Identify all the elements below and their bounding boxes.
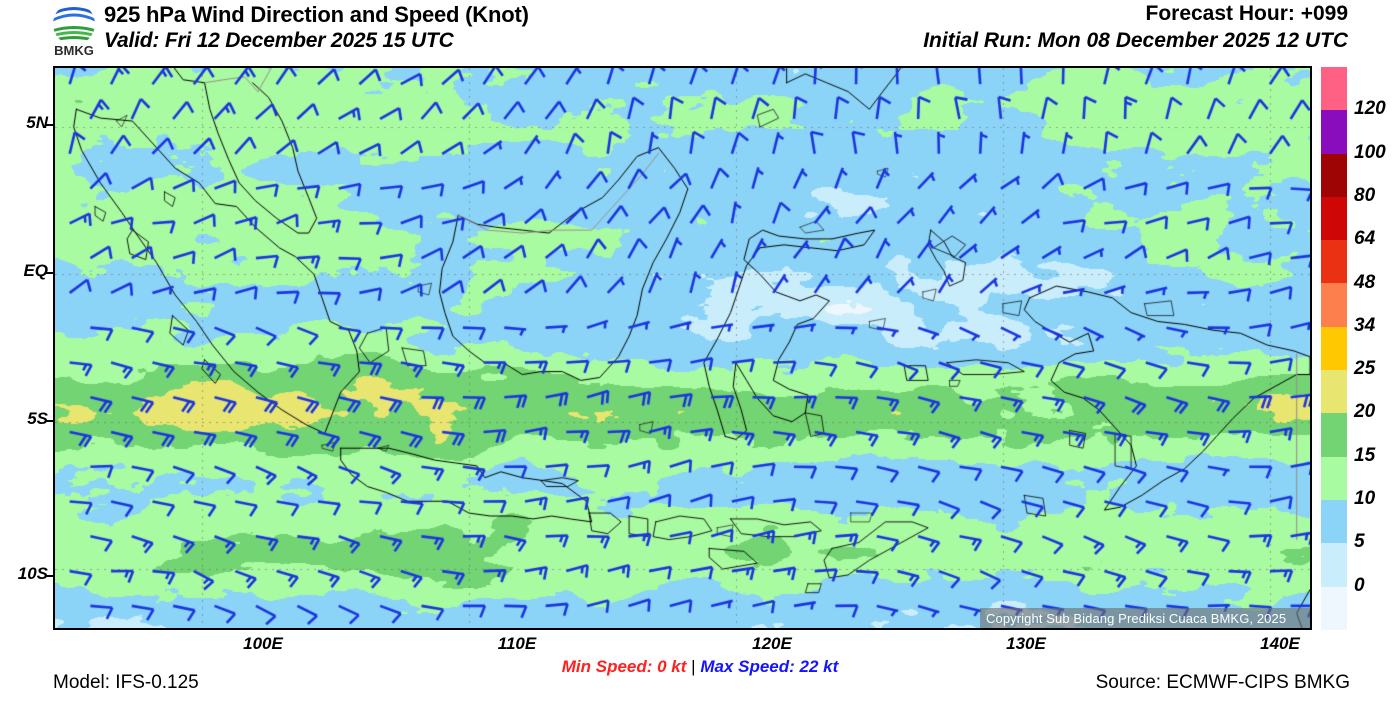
forecast-hour-label: Forecast Hour: +099 <box>1145 2 1349 25</box>
header: BMKG 925 hPa Wind Direction and Speed (K… <box>0 0 1400 60</box>
bmkg-logo-icon: BMKG <box>44 2 104 58</box>
colorbar-band <box>1321 499 1347 544</box>
colorbar-band <box>1321 196 1347 241</box>
source-label: Source: ECMWF-CIPS BMKG <box>1095 672 1350 693</box>
colorbar-label-15: 15 <box>1354 444 1376 466</box>
lon-label-110e: 110E <box>497 634 537 653</box>
initial-run-label: Initial Run: Mon 08 December 2025 12 UTC <box>923 29 1348 52</box>
lon-label-120e: 120E <box>752 634 792 653</box>
colorbar-band <box>1321 67 1347 111</box>
valid-time-label: Valid: Fri 12 December 2025 15 UTC <box>104 29 454 52</box>
lat-tick <box>46 124 55 126</box>
colorbar-band <box>1321 110 1347 154</box>
model-label: Model: IFS-0.125 <box>53 672 199 693</box>
map-canvas[interactable] <box>55 68 1310 628</box>
colorbar-label-64: 64 <box>1354 228 1376 250</box>
lon-label-140e: 140E <box>1260 634 1300 653</box>
lat-label-10s: 10S <box>17 564 48 583</box>
colorbar-band <box>1321 153 1347 197</box>
svg-text:BMKG: BMKG <box>54 43 94 58</box>
colorbar-label-20: 20 <box>1354 401 1376 423</box>
lat-tick <box>46 575 55 577</box>
colorbar-label-25: 25 <box>1354 358 1376 380</box>
lon-label-130e: 130E <box>1006 634 1046 653</box>
min-speed-label: Min Speed: 0 kt <box>561 657 687 676</box>
colorbar-band <box>1321 240 1347 284</box>
colorbar-band <box>1321 326 1347 371</box>
lat-label-5s: 5S <box>27 409 48 428</box>
colorbar-label-0: 0 <box>1354 574 1365 596</box>
colorbar-label-120: 120 <box>1354 98 1386 120</box>
lat-tick <box>46 420 55 422</box>
colorbar-label-100: 100 <box>1354 141 1386 163</box>
lon-label-100e: 100E <box>243 634 283 653</box>
page-title: 925 hPa Wind Direction and Speed (Knot) <box>104 2 529 27</box>
colorbar-band <box>1321 586 1347 630</box>
colorbar-band <box>1321 283 1347 327</box>
colorbar-band <box>1321 413 1347 457</box>
max-speed-label: Max Speed: 22 kt <box>700 657 839 676</box>
speed-separator: | <box>691 657 696 676</box>
lat-label-5n: 5N <box>26 113 48 132</box>
colorbar-label-34: 34 <box>1354 314 1376 336</box>
speed-summary: Min Speed: 0 kt | Max Speed: 22 kt <box>0 657 1400 677</box>
colorbar-band <box>1321 543 1347 587</box>
colorbar-label-48: 48 <box>1354 271 1376 293</box>
colorbar-band <box>1321 370 1347 414</box>
weather-map[interactable]: Copyright Sub Bidang Prediksi Cuaca BMKG… <box>53 66 1312 630</box>
wind-speed-colorbar <box>1321 67 1347 630</box>
colorbar-label-80: 80 <box>1354 184 1376 206</box>
lat-label-eq: EQ <box>23 261 48 280</box>
colorbar-label-5: 5 <box>1354 531 1365 553</box>
lat-tick <box>46 272 55 274</box>
copyright-watermark: Copyright Sub Bidang Prediksi Cuaca BMKG… <box>980 608 1310 628</box>
colorbar-label-10: 10 <box>1354 488 1376 510</box>
colorbar-band <box>1321 456 1347 500</box>
